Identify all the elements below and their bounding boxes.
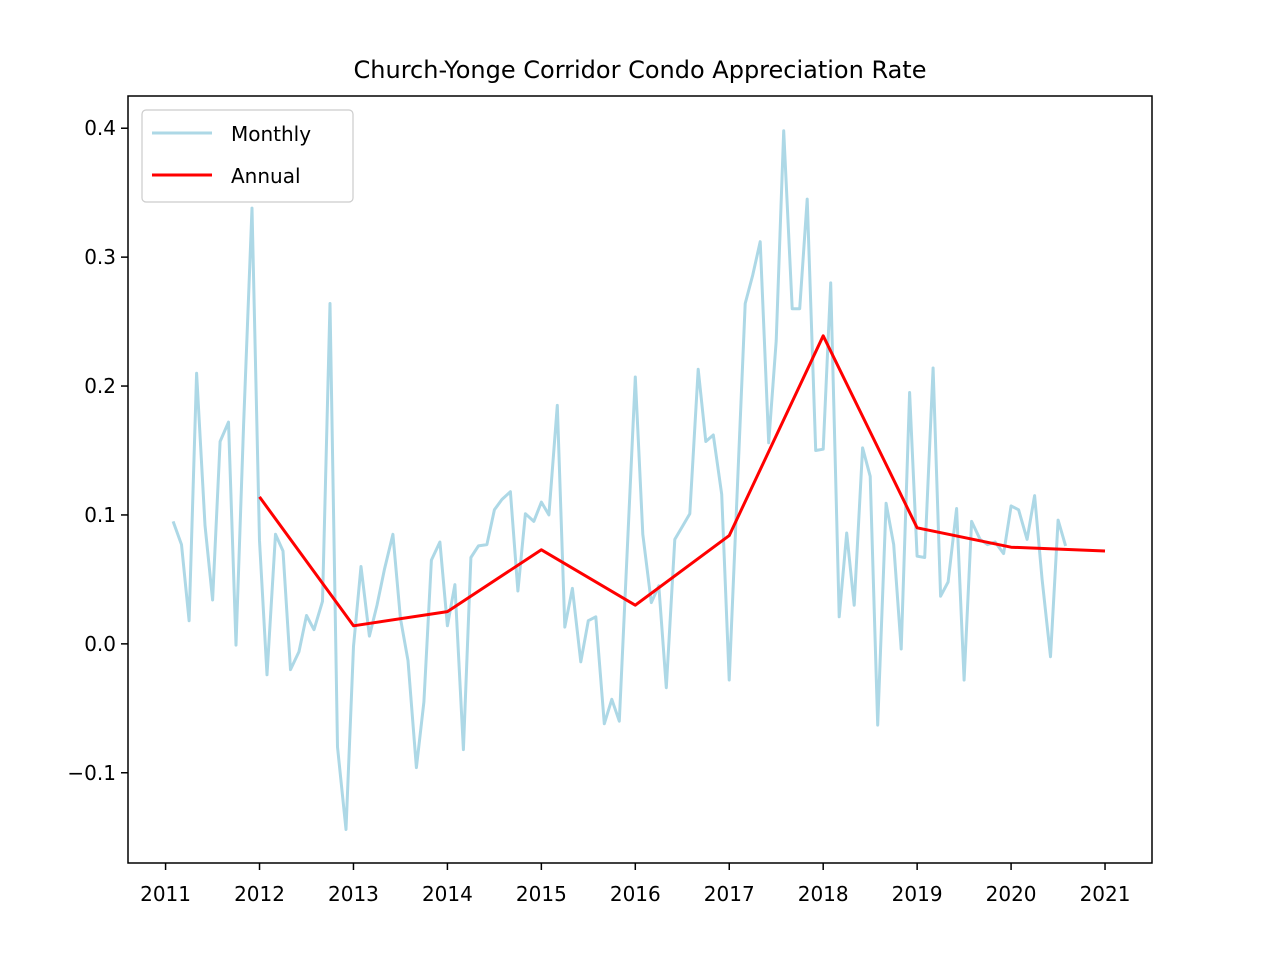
x-tick-label: 2018 — [798, 882, 849, 906]
y-axis: −0.1 0.0 0.1 0.2 0.3 0.4 — [67, 116, 128, 785]
plot-area — [171, 129, 1106, 831]
x-tick-label: 2014 — [422, 882, 473, 906]
x-tick-label: 2019 — [892, 882, 943, 906]
y-tick-label: 0.1 — [84, 503, 116, 527]
y-tick-label: 0.0 — [84, 632, 116, 656]
x-axis: 2011 2012 2013 2014 2015 2016 2017 2018 2019 2020… — [140, 863, 1130, 906]
x-tick-label: 2016 — [610, 882, 661, 906]
x-tick-label: 2011 — [140, 882, 191, 906]
series-line-monthly — [171, 129, 1068, 831]
x-tick-label: 2020 — [986, 882, 1037, 906]
legend-label-annual: Annual — [231, 164, 301, 188]
x-tick-label: 2013 — [328, 882, 379, 906]
y-tick-label: −0.1 — [67, 761, 116, 785]
x-tick-label: 2017 — [704, 882, 755, 906]
y-tick-label: 0.4 — [84, 116, 116, 140]
x-tick-label: 2021 — [1080, 882, 1131, 906]
x-tick-label: 2015 — [516, 882, 567, 906]
series-line-annual — [258, 334, 1106, 628]
legend: Monthly Annual — [141, 109, 354, 203]
y-tick-label: 0.3 — [84, 245, 116, 269]
axes-frame — [127, 95, 1153, 864]
legend-label-monthly: Monthly — [231, 122, 311, 146]
chart-title: Church-Yonge Corridor Condo Appreciation… — [354, 56, 927, 84]
y-tick-label: 0.2 — [84, 374, 116, 398]
x-tick-label: 2012 — [234, 882, 285, 906]
